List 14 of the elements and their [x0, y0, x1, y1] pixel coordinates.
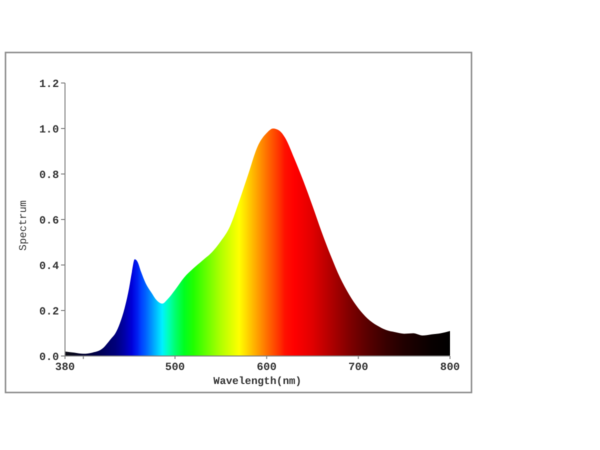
y-tick-label: 0.6 — [39, 215, 59, 228]
x-tick-label: 600 — [256, 362, 277, 374]
y-tick-label: 0.2 — [39, 306, 59, 318]
x-tick-label: 700 — [348, 362, 368, 374]
y-axis-title: Spectrum — [18, 200, 30, 251]
y-tick-label: 1.2 — [39, 78, 59, 91]
y-tick-label: 1.0 — [39, 124, 59, 136]
y-tick-label: 0.0 — [39, 352, 59, 364]
y-tick-label: 0.4 — [39, 260, 60, 273]
x-tick-label: 380 — [55, 362, 75, 374]
x-axis-title: Wavelength(nm) — [213, 376, 302, 388]
x-tick-label: 800 — [440, 362, 460, 374]
y-tick-label: 0.8 — [39, 170, 60, 182]
x-tick-label: 500 — [165, 362, 185, 374]
